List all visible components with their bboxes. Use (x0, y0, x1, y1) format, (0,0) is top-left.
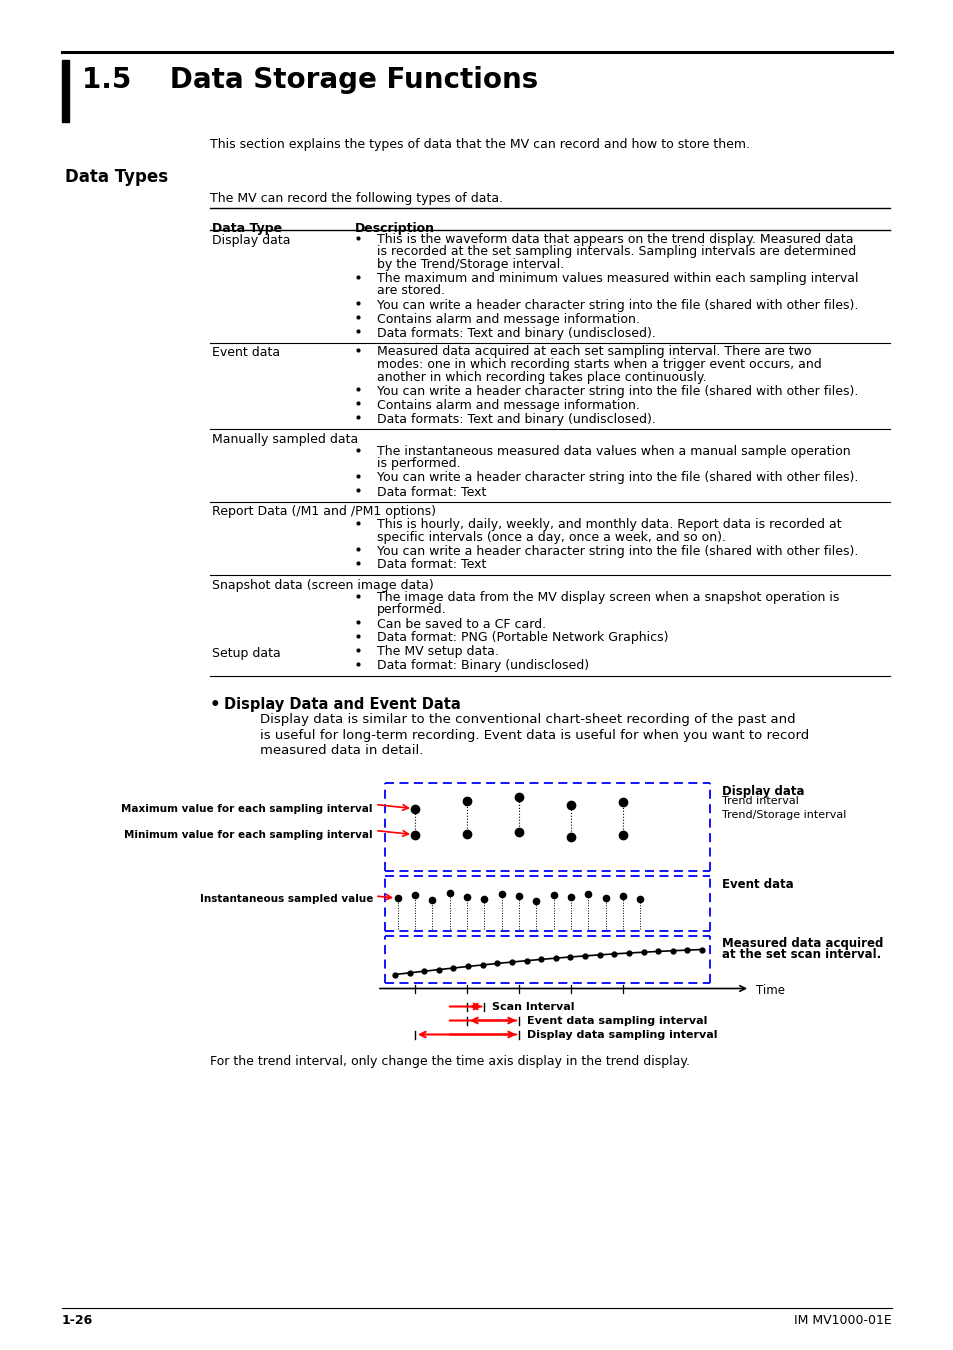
Text: Can be saved to a CF card.: Can be saved to a CF card. (376, 617, 545, 630)
Text: You can write a header character string into the file (shared with other files).: You can write a header character string … (376, 471, 858, 485)
Text: This section explains the types of data that the MV can record and how to store : This section explains the types of data … (210, 138, 749, 151)
Text: is performed.: is performed. (376, 458, 460, 471)
Text: The maximum and minimum values measured within each sampling interval: The maximum and minimum values measured … (376, 271, 858, 285)
Text: Maximum value for each sampling interval: Maximum value for each sampling interval (121, 803, 373, 814)
Text: Trend interval: Trend interval (721, 795, 798, 806)
Text: Setup data: Setup data (212, 647, 280, 660)
Bar (62, 59, 69, 122)
Text: Measured data acquired at each set sampling interval. There are two: Measured data acquired at each set sampl… (376, 346, 811, 359)
Text: Data formats: Text and binary (undisclosed).: Data formats: Text and binary (undisclos… (376, 327, 656, 339)
Text: measured data in detail.: measured data in detail. (260, 744, 423, 756)
Text: 1-26: 1-26 (62, 1314, 93, 1327)
Text: Contains alarm and message information.: Contains alarm and message information. (376, 398, 639, 412)
Text: Data Type: Data Type (212, 221, 282, 235)
Text: Display Data and Event Data: Display Data and Event Data (224, 697, 460, 711)
Text: Data format: Text: Data format: Text (376, 559, 486, 571)
Text: Report Data (/M1 and /PM1 options): Report Data (/M1 and /PM1 options) (212, 505, 436, 518)
Text: modes: one in which recording starts when a trigger event occurs, and: modes: one in which recording starts whe… (376, 358, 821, 371)
Text: Measured data acquired: Measured data acquired (721, 937, 882, 950)
Text: •: • (210, 697, 220, 714)
Text: by the Trend/Storage interval.: by the Trend/Storage interval. (376, 258, 563, 271)
Text: Display data sampling interval: Display data sampling interval (526, 1030, 717, 1040)
Text: Data Types: Data Types (65, 167, 168, 186)
Text: Trend/Storage interval: Trend/Storage interval (721, 810, 845, 819)
Text: This is hourly, daily, weekly, and monthly data. Report data is recorded at: This is hourly, daily, weekly, and month… (376, 518, 841, 531)
Text: Time: Time (755, 984, 784, 998)
Text: performed.: performed. (376, 603, 446, 617)
Text: Event data sampling interval: Event data sampling interval (526, 1015, 706, 1026)
Text: is useful for long-term recording. Event data is useful for when you want to rec: is useful for long-term recording. Event… (260, 729, 808, 741)
Text: Data format: Binary (undisclosed): Data format: Binary (undisclosed) (376, 660, 589, 672)
Text: Contains alarm and message information.: Contains alarm and message information. (376, 312, 639, 325)
Text: The image data from the MV display screen when a snapshot operation is: The image data from the MV display scree… (376, 591, 839, 603)
Text: IM MV1000-01E: IM MV1000-01E (794, 1314, 891, 1327)
Text: Display data: Display data (721, 784, 803, 798)
Text: Data format: Text: Data format: Text (376, 486, 486, 498)
Text: The MV setup data.: The MV setup data. (376, 645, 498, 659)
Text: You can write a header character string into the file (shared with other files).: You can write a header character string … (376, 544, 858, 558)
Text: Snapshot data (screen image data): Snapshot data (screen image data) (212, 579, 434, 591)
Text: Event data: Event data (721, 878, 793, 891)
Text: The instantaneous measured data values when a manual sample operation: The instantaneous measured data values w… (376, 446, 850, 458)
Text: Description: Description (355, 221, 435, 235)
Text: You can write a header character string into the file (shared with other files).: You can write a header character string … (376, 298, 858, 312)
Text: Instantaneous sampled value: Instantaneous sampled value (199, 894, 373, 904)
Text: Display data: Display data (212, 234, 291, 247)
Text: are stored.: are stored. (376, 285, 444, 297)
Text: another in which recording takes place continuously.: another in which recording takes place c… (376, 370, 706, 383)
Text: The MV can record the following types of data.: The MV can record the following types of… (210, 192, 502, 205)
Text: Manually sampled data: Manually sampled data (212, 432, 358, 446)
Text: Display data is similar to the conventional chart-sheet recording of the past an: Display data is similar to the conventio… (260, 714, 795, 726)
Text: at the set scan interval.: at the set scan interval. (721, 949, 881, 961)
Text: Minimum value for each sampling interval: Minimum value for each sampling interval (124, 829, 373, 840)
Text: is recorded at the set sampling intervals. Sampling intervals are determined: is recorded at the set sampling interval… (376, 246, 856, 258)
Text: This is the waveform data that appears on the trend display. Measured data: This is the waveform data that appears o… (376, 234, 853, 246)
Text: Event data: Event data (212, 347, 280, 359)
Text: You can write a header character string into the file (shared with other files).: You can write a header character string … (376, 385, 858, 397)
Text: Data formats: Text and binary (undisclosed).: Data formats: Text and binary (undisclos… (376, 413, 656, 425)
Text: specific intervals (once a day, once a week, and so on).: specific intervals (once a day, once a w… (376, 531, 725, 544)
Text: Data format: PNG (Portable Network Graphics): Data format: PNG (Portable Network Graph… (376, 632, 668, 644)
Text: For the trend interval, only change the time axis display in the trend display.: For the trend interval, only change the … (210, 1054, 689, 1068)
Text: Scan Interval: Scan Interval (492, 1002, 575, 1011)
Text: 1.5    Data Storage Functions: 1.5 Data Storage Functions (82, 66, 537, 95)
